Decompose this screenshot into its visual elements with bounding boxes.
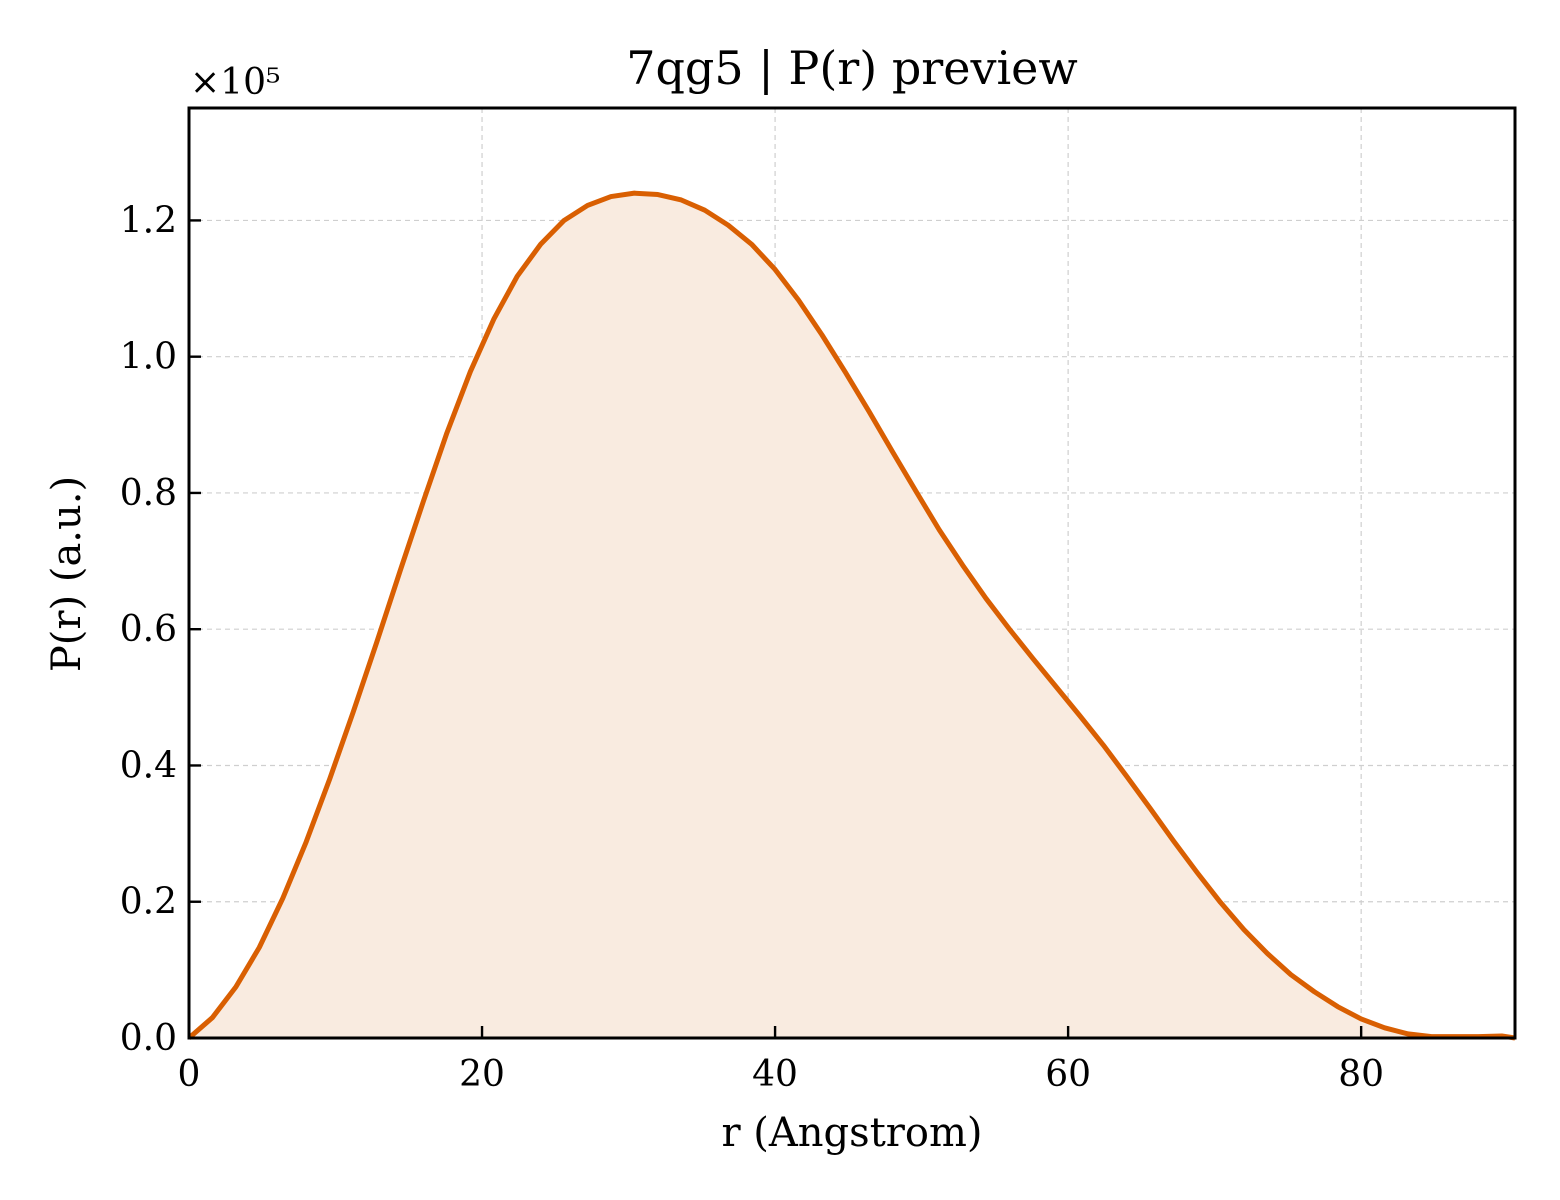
y-tick-label: 0.8 [120, 473, 177, 514]
y-tick-label: 0.0 [120, 1018, 177, 1059]
chart-title: 7qg5 | P(r) preview [626, 41, 1078, 95]
x-tick-label: 40 [752, 1054, 798, 1095]
tick-labels: 0 20 40 60 80 0.0 0.2 0.4 0.6 0.8 1.0 1.2 [120, 200, 1384, 1095]
y-tick-label: 0.2 [120, 882, 177, 923]
y-tick-label: 1.0 [120, 337, 177, 378]
y-tick-label: 0.4 [120, 745, 177, 786]
plot-frame [187, 106, 1517, 1040]
pr-line [187, 190, 1516, 1041]
y-tick-label: 1.2 [120, 200, 177, 241]
x-tick-label: 80 [1338, 1054, 1384, 1095]
x-axis-label: r (Angstrom) [721, 1110, 982, 1156]
y-tick-label: 0.6 [120, 609, 177, 650]
pr-area-fill [189, 193, 1515, 1038]
y-axis-label: P(r) (a.u.) [44, 476, 90, 672]
x-tick-label: 0 [178, 1054, 201, 1095]
x-tick-label: 20 [459, 1054, 505, 1095]
y-offset-label: ×10⁵ [190, 62, 280, 103]
x-tick-label: 60 [1045, 1054, 1091, 1095]
